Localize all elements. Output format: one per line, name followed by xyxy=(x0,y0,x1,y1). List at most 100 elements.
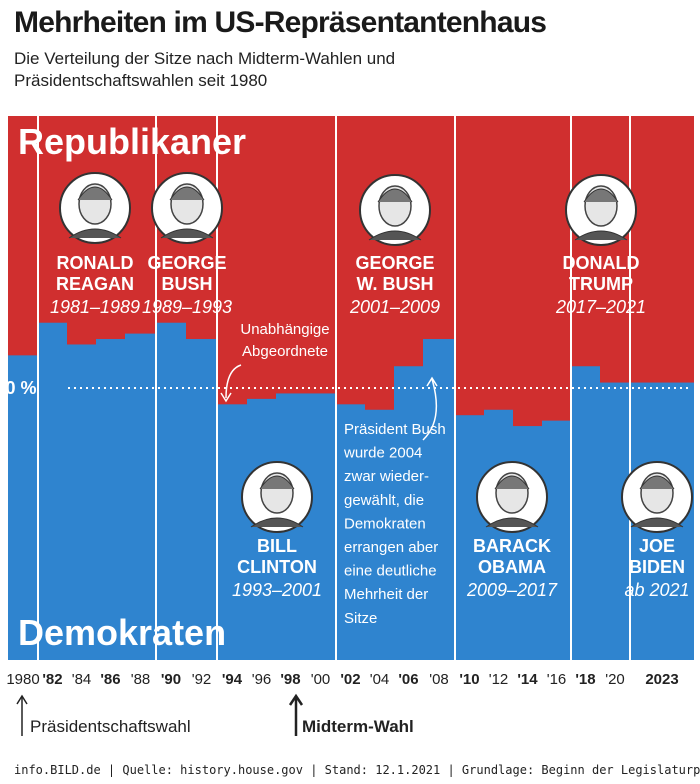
president-name: BUSH xyxy=(161,274,212,294)
president-name: OBAMA xyxy=(478,557,546,577)
democrat-bar xyxy=(156,322,186,660)
x-tick-label: '18 xyxy=(575,671,595,688)
president-name: BILL xyxy=(257,536,297,556)
x-tick-label: 2023 xyxy=(645,671,678,688)
x-tick-label: '88 xyxy=(131,671,151,688)
x-tick-label: '86 xyxy=(100,671,120,688)
x-tick-label: '00 xyxy=(311,671,331,688)
x-tick-label: '08 xyxy=(429,671,449,688)
trump-portrait-icon xyxy=(565,174,637,246)
gw-bush-portrait-icon xyxy=(359,174,431,246)
portrait-hair xyxy=(77,186,113,201)
portrait-hair xyxy=(494,475,530,490)
democrat-bar xyxy=(600,382,630,660)
president-name: RONALD xyxy=(57,253,134,273)
bush-note-text: Mehrheit der xyxy=(344,586,428,603)
portrait-hair xyxy=(377,188,413,203)
portrait-suit xyxy=(68,228,122,239)
president-term: 1981–1989 xyxy=(50,297,140,317)
x-tick-label: '10 xyxy=(459,671,479,688)
democrat-bar xyxy=(186,339,217,660)
obama-portrait-icon xyxy=(476,461,548,533)
president-name: W. BUSH xyxy=(356,274,433,294)
democrat-bar xyxy=(8,355,38,660)
portrait-suit xyxy=(250,517,304,528)
page-subtitle: Die Verteilung der Sitze nach Midterm-Wa… xyxy=(14,49,396,90)
president-name: REAGAN xyxy=(56,274,134,294)
portrait-suit xyxy=(368,230,422,241)
midterm-arrowhead xyxy=(288,693,304,706)
x-tick-label: '94 xyxy=(222,671,243,688)
democrat-bar xyxy=(305,393,336,660)
portrait-suit xyxy=(574,230,628,241)
bush-note-text: Demokraten xyxy=(344,515,426,532)
presidential-arrowhead xyxy=(16,694,28,705)
portrait-hair xyxy=(639,475,675,490)
portrait-suit xyxy=(630,517,684,528)
democrat-bar xyxy=(96,339,125,660)
portrait-hair xyxy=(169,186,205,201)
portrait-hair xyxy=(583,188,619,203)
x-tick-label: '04 xyxy=(370,671,390,688)
x-tick-label: '92 xyxy=(192,671,212,688)
president-term: 2001–2009 xyxy=(349,297,440,317)
president-name: TRUMP xyxy=(569,274,633,294)
page-title: Mehrheiten im US-Repräsentantenhaus xyxy=(14,6,547,39)
fifty-percent-label: 50 % xyxy=(0,378,37,398)
president-name: BIDEN xyxy=(629,557,685,577)
independents-arrowhead xyxy=(220,392,232,403)
x-tick-label: '98 xyxy=(280,671,300,688)
president-term: 1993–2001 xyxy=(232,580,322,600)
portrait-suit xyxy=(485,517,539,528)
bush-note-text: errangen aber xyxy=(344,539,438,556)
president-name: GEORGE xyxy=(147,253,226,273)
x-tick-label: '84 xyxy=(72,671,92,688)
x-tick-label: '20 xyxy=(605,671,625,688)
democrat-bar xyxy=(38,322,67,660)
independents-label: Abgeordnete xyxy=(242,343,328,360)
president-name: BARACK xyxy=(473,536,551,556)
bush-note-text: Sitze xyxy=(344,610,377,627)
bush-note-text: eine deutliche xyxy=(344,563,437,580)
portrait-suit xyxy=(160,228,214,239)
footer-source: info.BILD.de | Quelle: history.house.gov… xyxy=(14,763,700,777)
x-tick-label: '96 xyxy=(252,671,272,688)
bush-note-arrowhead xyxy=(426,376,438,387)
legend-presidential: Präsidentschaftswahl xyxy=(30,717,191,736)
bush-note-text: zwar wieder- xyxy=(344,468,429,485)
bush-note-arrow xyxy=(422,378,438,441)
x-tick-label: '90 xyxy=(161,671,181,688)
x-tick-label: 1980 xyxy=(6,671,39,688)
democrat-bar xyxy=(542,420,571,660)
x-tick-label: '12 xyxy=(489,671,509,688)
x-tick-label: '16 xyxy=(547,671,567,688)
x-tick-label: '14 xyxy=(517,671,538,688)
president-term: 2017–2021 xyxy=(555,297,646,317)
democrat-bar xyxy=(336,404,365,660)
president-term: 1989–1993 xyxy=(142,297,232,317)
bush-note-text: wurde 2004 xyxy=(343,445,422,462)
bush-note-text: Präsident Bush xyxy=(344,421,446,438)
president-name: JOE xyxy=(639,536,675,556)
democrat-bar xyxy=(423,339,455,660)
democrat-bar xyxy=(365,409,394,660)
x-tick-label: '82 xyxy=(42,671,62,688)
bush-note-text: gewählt, die xyxy=(344,492,424,509)
clinton-portrait-icon xyxy=(241,461,313,533)
democrat-bar xyxy=(484,409,513,660)
democrats-label: Demokraten xyxy=(18,612,226,653)
democrat-bar xyxy=(217,404,247,660)
x-tick-label: '02 xyxy=(340,671,360,688)
democrat-bar xyxy=(394,366,423,660)
legend-midterm: Midterm-Wahl xyxy=(302,717,414,736)
president-name: DONALD xyxy=(563,253,640,273)
democrat-bar xyxy=(571,366,600,660)
republicans-label: Republikaner xyxy=(18,121,246,162)
bush-portrait-icon xyxy=(151,172,223,244)
president-term: 2009–2017 xyxy=(466,580,558,600)
independents-label: Unabhängige xyxy=(240,321,329,338)
president-name: GEORGE xyxy=(355,253,434,273)
democrat-bar xyxy=(67,344,96,660)
